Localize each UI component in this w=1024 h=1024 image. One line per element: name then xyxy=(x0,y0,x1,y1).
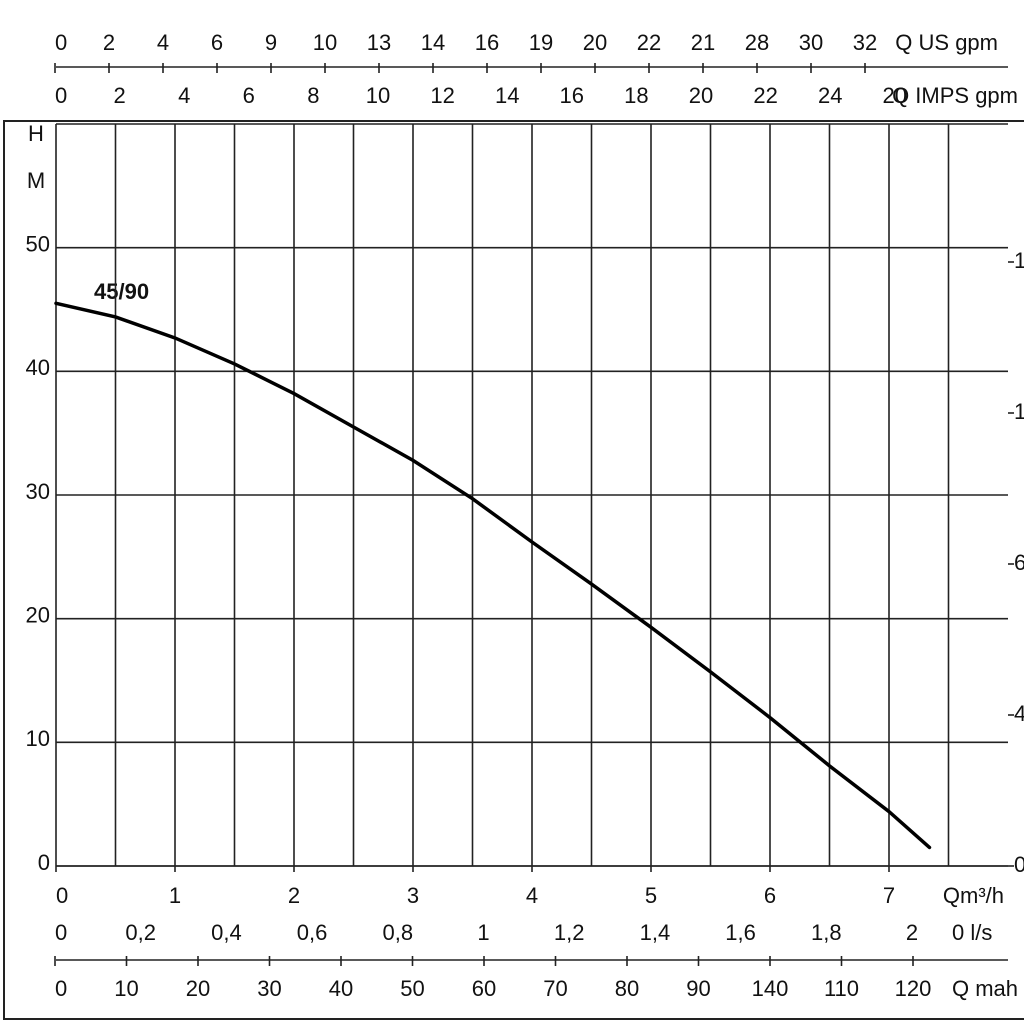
aux-tick-label: 1 xyxy=(477,920,489,945)
aux-tick-label: 10 xyxy=(313,30,337,55)
x-tick-label: 6 xyxy=(764,883,776,908)
aux-axis-label: Q IMPS gpm xyxy=(892,83,1018,108)
y-tick-label: 20 xyxy=(26,602,50,627)
y-label: H xyxy=(28,121,44,146)
x-tick-label: 7 xyxy=(883,883,895,908)
aux-tick-label: 0 xyxy=(55,83,67,108)
aux-tick-label: 2 xyxy=(113,83,125,108)
aux-tick-label: 1,8 xyxy=(811,920,842,945)
aux-tick-label: 28 xyxy=(745,30,769,55)
aux-tick-label: 16 xyxy=(560,83,584,108)
aux-axis-label: Q mah xyxy=(952,976,1018,1001)
y-tick-label: 50 xyxy=(26,231,50,256)
aux-axis-label: Q US gpm xyxy=(895,30,998,55)
right-tick-label: 0 xyxy=(1014,852,1024,877)
aux-tick-label: 50 xyxy=(400,976,424,1001)
aux-tick-label: 0,6 xyxy=(297,920,328,945)
right-tick-label: 4 xyxy=(1014,701,1024,726)
aux-tick-label: 120 xyxy=(895,976,932,1001)
right-tick-label: 6 xyxy=(1014,550,1024,575)
aux-tick-label: 32 xyxy=(853,30,877,55)
aux-axis-label: 0 l/s xyxy=(952,920,992,945)
x-tick-label: 2 xyxy=(288,883,300,908)
x-tick-label: 5 xyxy=(645,883,657,908)
aux-tick-label: 20 xyxy=(883,83,907,108)
curve-label: 45/90 xyxy=(94,279,149,304)
aux-tick-label: 22 xyxy=(753,83,777,108)
aux-tick-label: 6 xyxy=(243,83,255,108)
aux-tick-label: 1,2 xyxy=(554,920,585,945)
aux-tick-label: 14 xyxy=(421,30,445,55)
aux-tick-label: 30 xyxy=(257,976,281,1001)
aux-tick-label: 4 xyxy=(157,30,169,55)
aux-tick-label: 22 xyxy=(637,30,661,55)
y-tick-label: 10 xyxy=(26,726,50,751)
y-tick-label: 0 xyxy=(38,850,50,875)
aux-tick-label: 12 xyxy=(430,83,454,108)
aux-tick-label: 0 xyxy=(55,920,67,945)
y-tick-label: 30 xyxy=(26,479,50,504)
aux-tick-label: 10 xyxy=(114,976,138,1001)
aux-tick-label: 1,6 xyxy=(725,920,756,945)
right-tick-label: 1 xyxy=(1014,248,1024,273)
aux-tick-label: 6 xyxy=(211,30,223,55)
aux-tick-label: 0 xyxy=(55,30,67,55)
aux-tick-label: 10 xyxy=(366,83,390,108)
aux-tick-label: 2 xyxy=(906,920,918,945)
aux-tick-label: 140 xyxy=(752,976,789,1001)
aux-tick-label: 13 xyxy=(367,30,391,55)
aux-tick-label: 90 xyxy=(686,976,710,1001)
aux-tick-label: 30 xyxy=(799,30,823,55)
aux-tick-label: 18 xyxy=(624,83,648,108)
y-label: M xyxy=(27,168,45,193)
aux-tick-label: 20 xyxy=(186,976,210,1001)
aux-tick-label: 20 xyxy=(689,83,713,108)
aux-tick-label: 19 xyxy=(529,30,553,55)
aux-tick-label: 9 xyxy=(265,30,277,55)
aux-tick-label: 24 xyxy=(818,83,842,108)
aux-tick-label: 110 xyxy=(824,976,859,1001)
right-tick-label: 1 xyxy=(1014,399,1024,424)
aux-tick-label: 0,8 xyxy=(383,920,414,945)
x-tick-label: 0 xyxy=(56,883,68,908)
x-tick-label: 4 xyxy=(526,883,538,908)
frame xyxy=(3,120,1024,1020)
aux-tick-label: 21 xyxy=(691,30,715,55)
aux-tick-label: 16 xyxy=(475,30,499,55)
x-tick-label: 1 xyxy=(169,883,181,908)
aux-tick-label: 14 xyxy=(495,83,519,108)
aux-tick-label: 0,2 xyxy=(125,920,156,945)
aux-tick-label: 4 xyxy=(178,83,190,108)
aux-tick-label: 0 xyxy=(55,976,67,1001)
aux-tick-label: 8 xyxy=(307,83,319,108)
aux-tick-label: 20 xyxy=(583,30,607,55)
aux-tick-label: 70 xyxy=(543,976,567,1001)
aux-tick-label: 0,4 xyxy=(211,920,242,945)
aux-tick-label: 40 xyxy=(329,976,353,1001)
aux-tick-label: 2 xyxy=(103,30,115,55)
y-tick-label: 40 xyxy=(26,355,50,380)
aux-tick-label: 80 xyxy=(615,976,639,1001)
aux-tick-label: 1,4 xyxy=(640,920,671,945)
aux-tick-label: 60 xyxy=(472,976,496,1001)
x-label: Qm³/h xyxy=(943,883,1004,908)
x-tick-label: 3 xyxy=(407,883,419,908)
curve xyxy=(54,301,932,850)
